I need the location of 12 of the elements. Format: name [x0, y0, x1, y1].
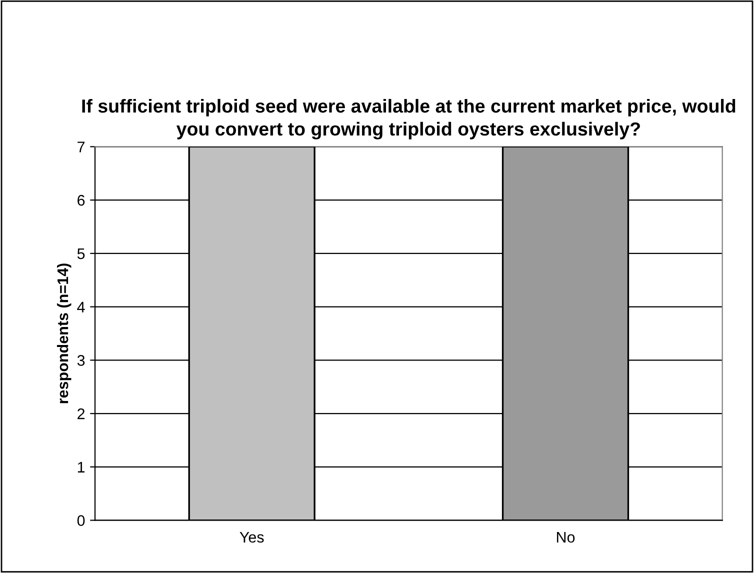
y-tick-label: 2 — [78, 408, 85, 420]
y-axis-title: respondents (n=14) — [56, 264, 72, 404]
y-tick-label: 7 — [78, 142, 85, 152]
x-tick-label: Yes — [240, 532, 264, 543]
chart-title: If sufficient triploid seed were available at the current market price, would you convert to growing triploid oysters exclusively? — [82, 98, 736, 140]
x-tick-label: No — [556, 532, 575, 543]
y-tick-label: 6 — [78, 194, 85, 206]
y-tick-label: 5 — [77, 248, 85, 260]
y-tick-label: 3 — [77, 355, 85, 366]
y-tick-label: 1 — [78, 462, 85, 472]
y-tick-label: 0 — [77, 515, 85, 526]
y-tick-label: 4 — [77, 302, 85, 312]
